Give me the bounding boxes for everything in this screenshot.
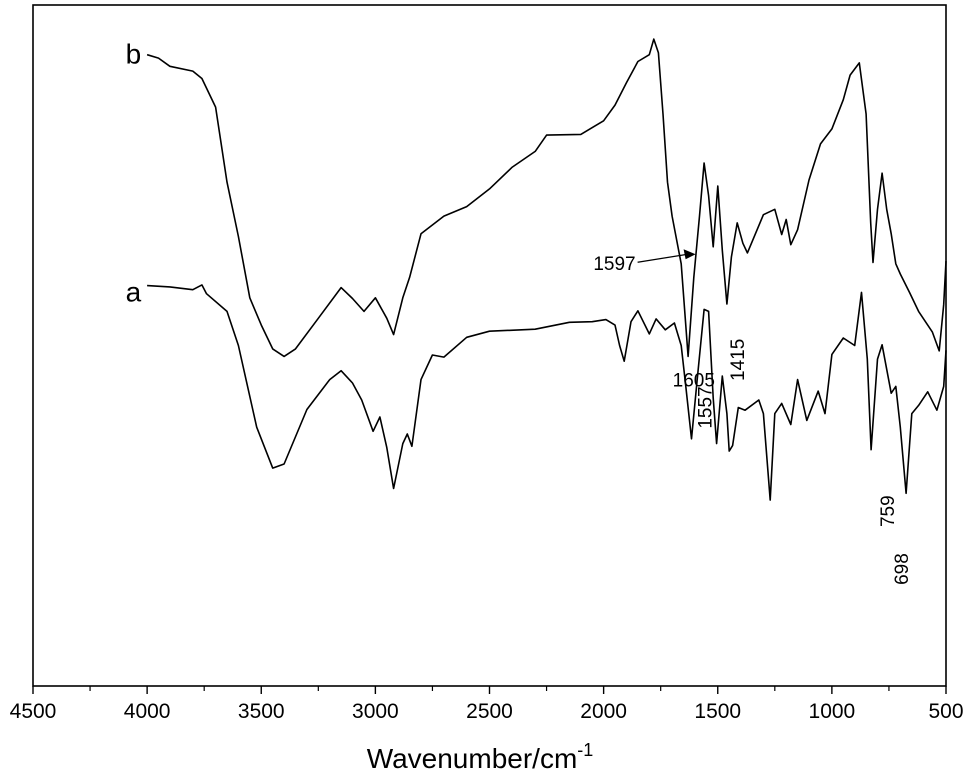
x-tick-label: 4500 (10, 700, 57, 723)
curve-label-a: a (126, 276, 142, 307)
peak-annotation: 1597 (593, 254, 635, 275)
peak-annotation: 759 (878, 495, 899, 527)
x-tick-label: 2500 (466, 700, 513, 723)
plot-frame (32, 4, 947, 687)
curve-label-b: b (126, 39, 142, 70)
x-axis-title: Wavenumber/cm-1 (367, 740, 594, 774)
x-tick-label: 3000 (352, 700, 399, 723)
series-line-a (147, 284, 947, 501)
axes: 4500 4000 3500 3000 2500 2000 1500 1000 500 (10, 4, 964, 723)
peak-annotation: 698 (892, 553, 913, 585)
peak-annotation: 1557 (696, 386, 717, 428)
annotation-arrow-line (637, 253, 688, 263)
x-tick-label: 4000 (124, 700, 171, 723)
x-tick-label: 500 (928, 700, 963, 723)
peak-annotation: 1605 (673, 370, 715, 391)
x-tick-label: 1000 (809, 700, 856, 723)
annotation-arrowhead (683, 249, 696, 260)
x-tick-label: 1500 (694, 700, 741, 723)
series-layer (146, 38, 947, 501)
x-tick-label: 3500 (238, 700, 285, 723)
series-line-b (146, 38, 947, 358)
peak-annotation: 1415 (728, 339, 749, 381)
x-tick-label: 2000 (580, 700, 627, 723)
curve-label-layer: ba (126, 39, 142, 308)
